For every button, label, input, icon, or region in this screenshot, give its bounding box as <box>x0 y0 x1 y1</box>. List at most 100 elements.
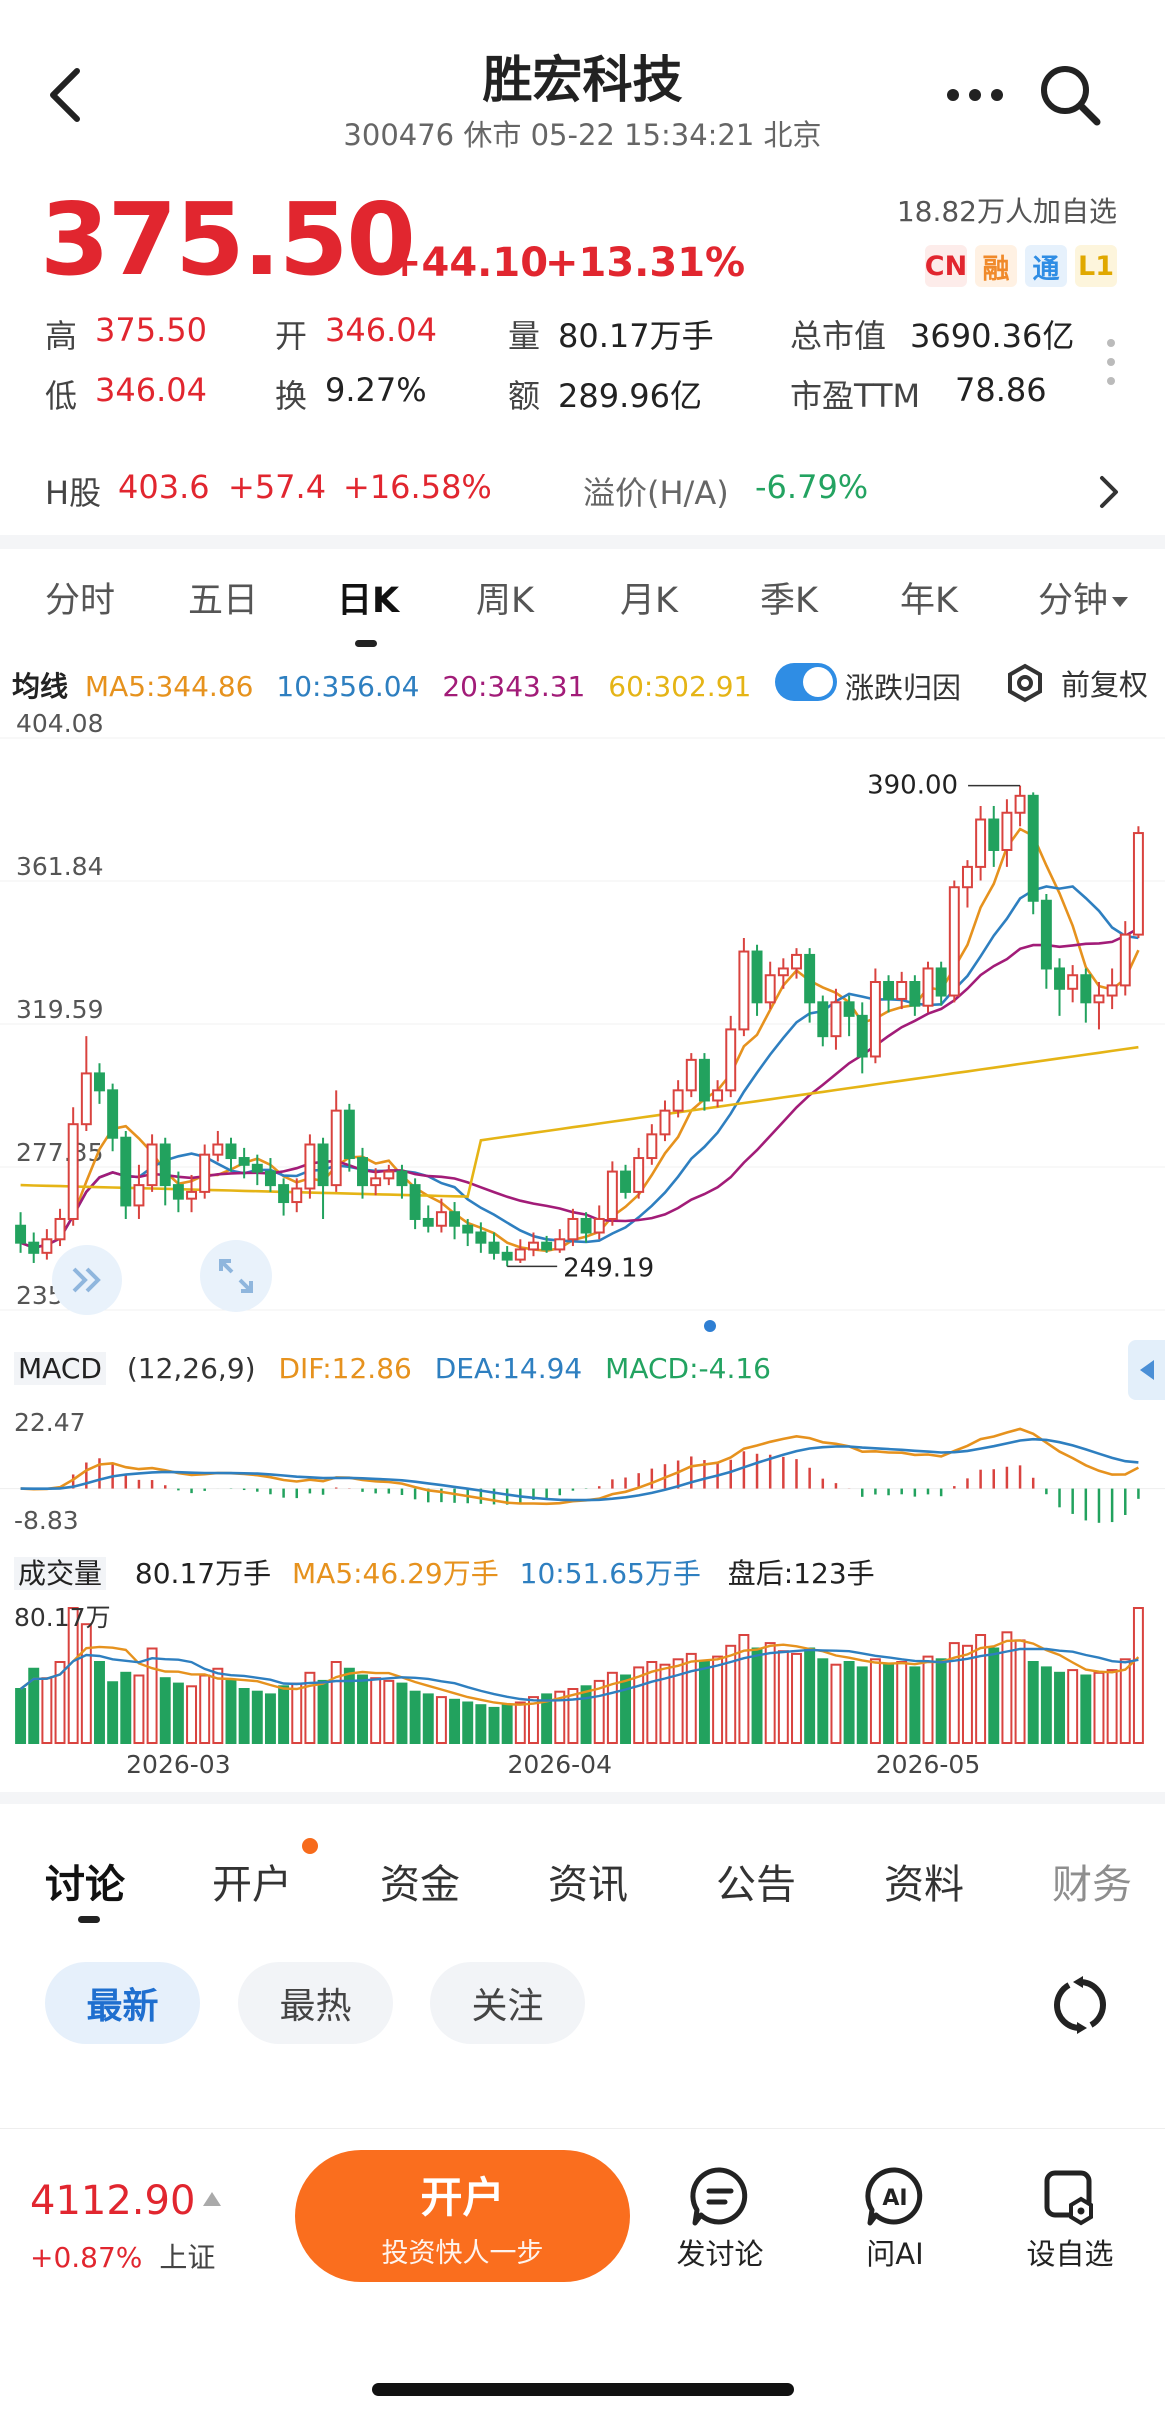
volume-bar <box>475 1704 487 1744</box>
settings-hex-icon <box>1008 663 1042 703</box>
candle <box>1040 899 1052 970</box>
tab-funds[interactable]: 资金 <box>380 1862 460 1908</box>
badge-margin[interactable]: 融 <box>975 245 1017 287</box>
filter-latest[interactable]: 最新 <box>45 1962 200 2044</box>
tab-weekly-k[interactable]: 周K <box>476 581 534 621</box>
candle <box>172 1184 184 1200</box>
tab-monthly-k[interactable]: 月K <box>620 581 678 621</box>
tab-news[interactable]: 资讯 <box>548 1862 628 1908</box>
candle <box>343 1109 355 1160</box>
toggle-knob <box>803 667 833 697</box>
h-share-row[interactable]: H股 403.6 +57.4 +16.58% 溢价(H/A) -6.79% <box>0 462 1165 522</box>
candle <box>843 1001 855 1017</box>
volume-bar <box>633 1666 645 1744</box>
content-tab-indicator <box>78 1916 100 1923</box>
candle <box>606 1170 618 1220</box>
volume-bar <box>685 1652 697 1744</box>
kline-chart[interactable]: 404.08361.84319.59277.35235.11390.00249.… <box>0 710 1165 1330</box>
tab-discussion[interactable]: 讨论 <box>45 1862 125 1908</box>
candle <box>1080 974 1092 1004</box>
notification-dot <box>302 1838 318 1854</box>
volume-bar <box>159 1677 171 1744</box>
badge-connect[interactable]: 通 <box>1025 245 1067 287</box>
side-panel-handle[interactable] <box>1128 1340 1165 1400</box>
low-annotation: 249.19 <box>563 1253 654 1283</box>
volume-title: 成交量 <box>14 1557 107 1590</box>
macd-chart[interactable]: 22.47 -8.83 <box>0 1395 1165 1540</box>
dif-line <box>20 1427 1139 1506</box>
candle <box>317 1143 329 1187</box>
tab-open-account[interactable]: 开户 <box>212 1862 292 1908</box>
volume-bar <box>278 1685 290 1745</box>
volume-bar <box>567 1688 579 1744</box>
adjust-button[interactable]: 前复权 <box>1005 662 1148 704</box>
volume-value: 80.17万手 <box>558 317 714 355</box>
chart-expand-button-left[interactable] <box>52 1245 122 1315</box>
open-label: 开 <box>275 317 308 355</box>
filter-following[interactable]: 关注 <box>430 1962 585 2044</box>
add-watchlist-button[interactable]: 设自选 <box>1005 2165 1135 2273</box>
macd-legend: MACD (12,26,9) DIF:12.86 DEA:14.94 MACD:… <box>14 1352 771 1385</box>
filter-hottest[interactable]: 最热 <box>238 1962 393 2044</box>
volume-bar <box>672 1658 684 1744</box>
candle <box>659 1109 671 1136</box>
open-value: 346.04 <box>325 311 437 349</box>
volume-bar <box>988 1647 1000 1744</box>
volume-chart[interactable]: 80.17万 2026-03 2026-04 2026-05 <box>0 1598 1165 1778</box>
candle <box>41 1238 53 1254</box>
premium-label: 溢价(H/A) <box>583 474 729 512</box>
index-name: 上证 <box>159 2241 216 2274</box>
y-tick-label: 361.84 <box>16 852 103 881</box>
volume-bar <box>935 1658 947 1744</box>
candle <box>186 1190 198 1200</box>
candle <box>620 1170 632 1193</box>
triangle-up-icon <box>203 2192 221 2206</box>
volume-bar <box>554 1690 566 1744</box>
candle <box>435 1211 447 1227</box>
ask-ai-button[interactable]: AI 问AI <box>830 2165 960 2273</box>
amount-value: 289.96亿 <box>558 377 702 415</box>
tab-profile[interactable]: 资料 <box>884 1862 964 1908</box>
double-chevron-right-icon <box>72 1267 101 1293</box>
attribution-toggle[interactable] <box>775 663 837 701</box>
badge-cn[interactable]: CN <box>925 245 967 287</box>
candle <box>475 1231 487 1244</box>
volume-bar <box>514 1701 526 1744</box>
candle <box>698 1058 710 1102</box>
candle <box>712 1089 724 1102</box>
tab-announcements[interactable]: 公告 <box>716 1862 796 1908</box>
tab-five-day[interactable]: 五日 <box>188 581 259 621</box>
candle <box>751 950 763 1004</box>
volume-bar <box>133 1674 145 1744</box>
volume-after-hours: 盘后:123手 <box>727 1557 875 1590</box>
ma20-value: 20:343.31 <box>442 670 586 703</box>
candle <box>199 1153 211 1193</box>
tab-quarterly-k[interactable]: 季K <box>760 581 818 621</box>
candle <box>146 1143 158 1187</box>
open-account-button[interactable]: 开户 投资快人一步 <box>295 2150 630 2282</box>
candle <box>107 1089 119 1139</box>
tab-daily-k[interactable]: 日K <box>337 581 400 621</box>
index-value[interactable]: 4112.90 <box>30 2178 196 2224</box>
candle <box>935 967 947 997</box>
volume-bar <box>791 1652 802 1744</box>
post-discussion-button[interactable]: 发讨论 <box>655 2165 785 2273</box>
macd-dif: DIF:12.86 <box>278 1352 412 1385</box>
volume-bar <box>383 1679 395 1744</box>
tab-minute[interactable]: 分钟 <box>1038 572 1129 623</box>
badge-l1[interactable]: L1 <box>1075 245 1117 287</box>
chat-bubble-icon <box>690 2167 748 2226</box>
search-button[interactable] <box>1030 55 1110 135</box>
volume-bar <box>738 1634 750 1744</box>
tab-yearly-k[interactable]: 年K <box>900 581 958 621</box>
stats-expand-dots[interactable] <box>1105 335 1117 390</box>
open-account-label: 开户 <box>420 2173 505 2222</box>
more-button[interactable] <box>935 60 1015 130</box>
fullscreen-button[interactable] <box>200 1240 272 1312</box>
tab-financials[interactable]: 财务 <box>1052 1862 1132 1908</box>
refresh-button[interactable] <box>1040 1965 1120 2045</box>
candle <box>304 1143 316 1190</box>
tab-intraday[interactable]: 分时 <box>45 581 116 621</box>
back-button[interactable] <box>30 60 100 130</box>
ma10-value: 10:356.04 <box>276 670 420 703</box>
